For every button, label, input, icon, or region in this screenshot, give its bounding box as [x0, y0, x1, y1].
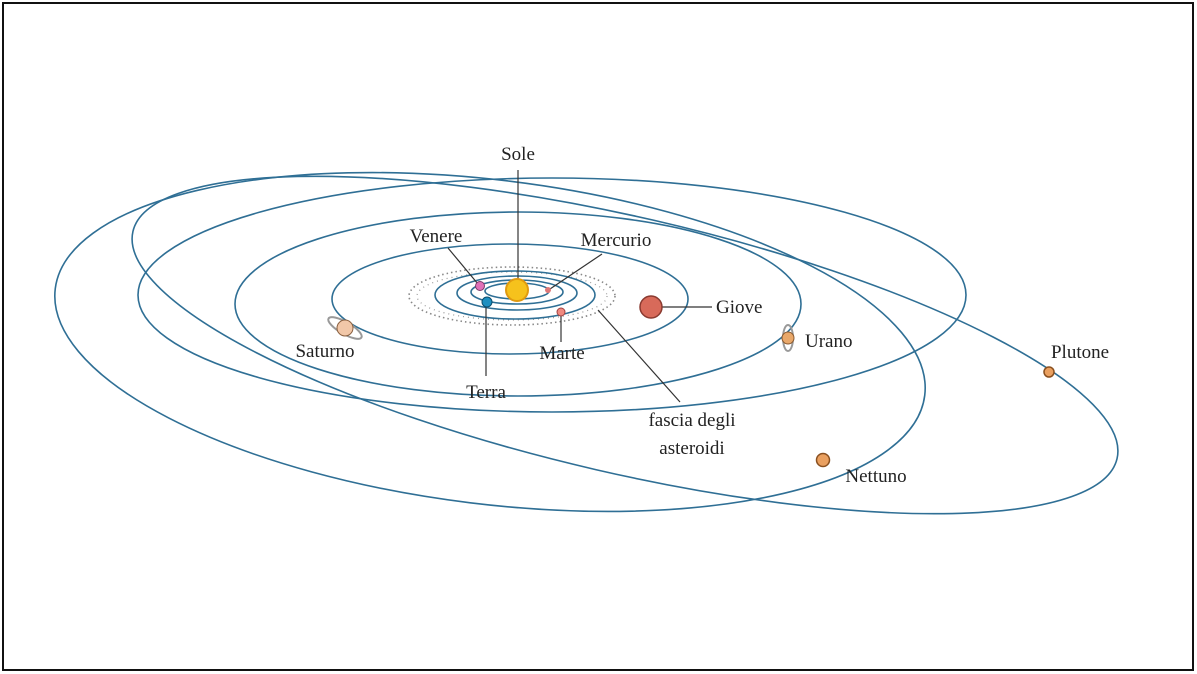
sun	[506, 279, 528, 301]
label: Terra	[466, 382, 506, 403]
planet-venus	[476, 282, 485, 291]
planet-mars	[557, 308, 565, 316]
label: Saturno	[295, 341, 354, 362]
planet-jupiter	[640, 296, 662, 318]
label: Plutone	[1051, 342, 1109, 363]
label: Venere	[410, 226, 463, 247]
label: Mercurio	[581, 230, 652, 251]
label: Sole	[501, 144, 535, 165]
label: fascia degli	[648, 410, 735, 431]
label: Marte	[539, 343, 584, 364]
frame	[3, 3, 1193, 670]
label: Urano	[805, 331, 852, 352]
page: Sole Venere Mercurio Giove Saturno Urano…	[0, 0, 1197, 674]
label: Giove	[716, 297, 762, 318]
label: Nettuno	[845, 466, 906, 487]
planet-mercury	[545, 287, 551, 293]
planet-pluto	[1044, 367, 1054, 377]
planet-earth	[482, 297, 492, 307]
diagram: Sole Venere Mercurio Giove Saturno Urano…	[0, 0, 1197, 674]
planet-neptune	[817, 454, 830, 467]
label: asteroidi	[659, 438, 724, 459]
